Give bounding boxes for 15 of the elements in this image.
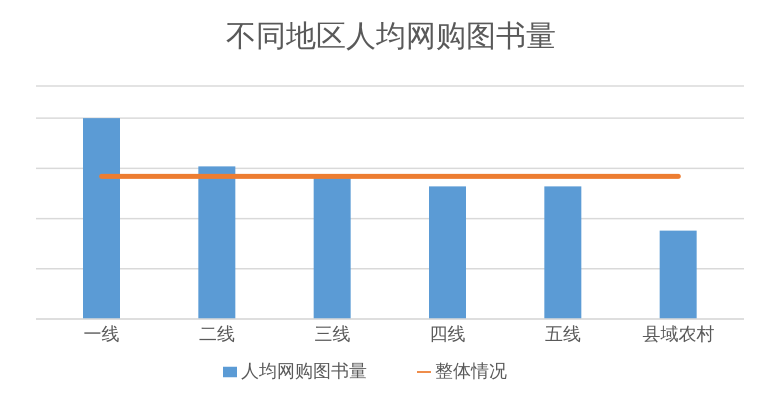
chart-title: 不同地区人均网购图书量	[225, 18, 557, 56]
x-tick-label: 县域农村	[642, 324, 714, 345]
bar	[198, 166, 236, 319]
bar	[544, 186, 582, 319]
x-tick-label: 二线	[199, 324, 235, 345]
x-tick-label: 三线	[314, 324, 350, 345]
bar	[660, 230, 697, 319]
legend-label: 整体情况	[435, 361, 507, 382]
bar	[314, 178, 351, 319]
bar	[83, 118, 120, 319]
x-tick-label: 四线	[430, 324, 466, 345]
x-tick-label: 一线	[84, 324, 120, 345]
x-tick-label: 五线	[545, 324, 581, 345]
legend-label: 人均网购图书量	[241, 361, 367, 382]
bar	[429, 186, 466, 319]
